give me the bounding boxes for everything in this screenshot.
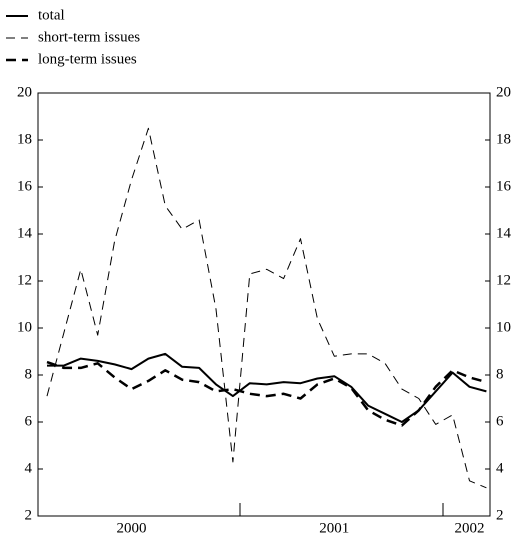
legend-label: short-term issues bbox=[38, 29, 140, 45]
y-tick-label: 20 bbox=[17, 84, 32, 100]
y-tick-label: 14 bbox=[17, 225, 33, 241]
y2-tick-label: 16 bbox=[496, 178, 512, 194]
y2-tick-label: 12 bbox=[496, 272, 511, 288]
y-tick-label: 2 bbox=[25, 507, 33, 523]
y-tick-label: 6 bbox=[25, 413, 33, 429]
y-tick-label: 16 bbox=[17, 178, 33, 194]
y2-tick-label: 8 bbox=[496, 366, 504, 382]
y-tick-label: 10 bbox=[17, 319, 32, 335]
legend-label: total bbox=[38, 7, 65, 23]
series-line bbox=[47, 352, 487, 423]
y2-tick-label: 2 bbox=[496, 507, 504, 523]
plot-frame bbox=[37, 92, 491, 517]
y2-tick-label: 6 bbox=[496, 413, 504, 429]
legend-label: long-term issues bbox=[38, 51, 137, 67]
y2-tick-label: 18 bbox=[496, 131, 511, 147]
y2-tick-label: 20 bbox=[496, 84, 511, 100]
y-tick-label: 8 bbox=[25, 366, 33, 382]
y-tick-label: 4 bbox=[25, 460, 33, 476]
y-tick-label: 12 bbox=[17, 272, 32, 288]
y2-tick-label: 4 bbox=[496, 460, 504, 476]
series-line bbox=[46, 127, 487, 489]
x-tick-label: 2002 bbox=[455, 520, 485, 536]
y2-tick-label: 14 bbox=[496, 225, 512, 241]
y-tick-label: 18 bbox=[17, 131, 32, 147]
x-tick-label: 2001 bbox=[319, 520, 349, 536]
x-tick-label: 2000 bbox=[117, 520, 147, 536]
y2-tick-label: 10 bbox=[496, 319, 511, 335]
series-line bbox=[46, 360, 487, 427]
